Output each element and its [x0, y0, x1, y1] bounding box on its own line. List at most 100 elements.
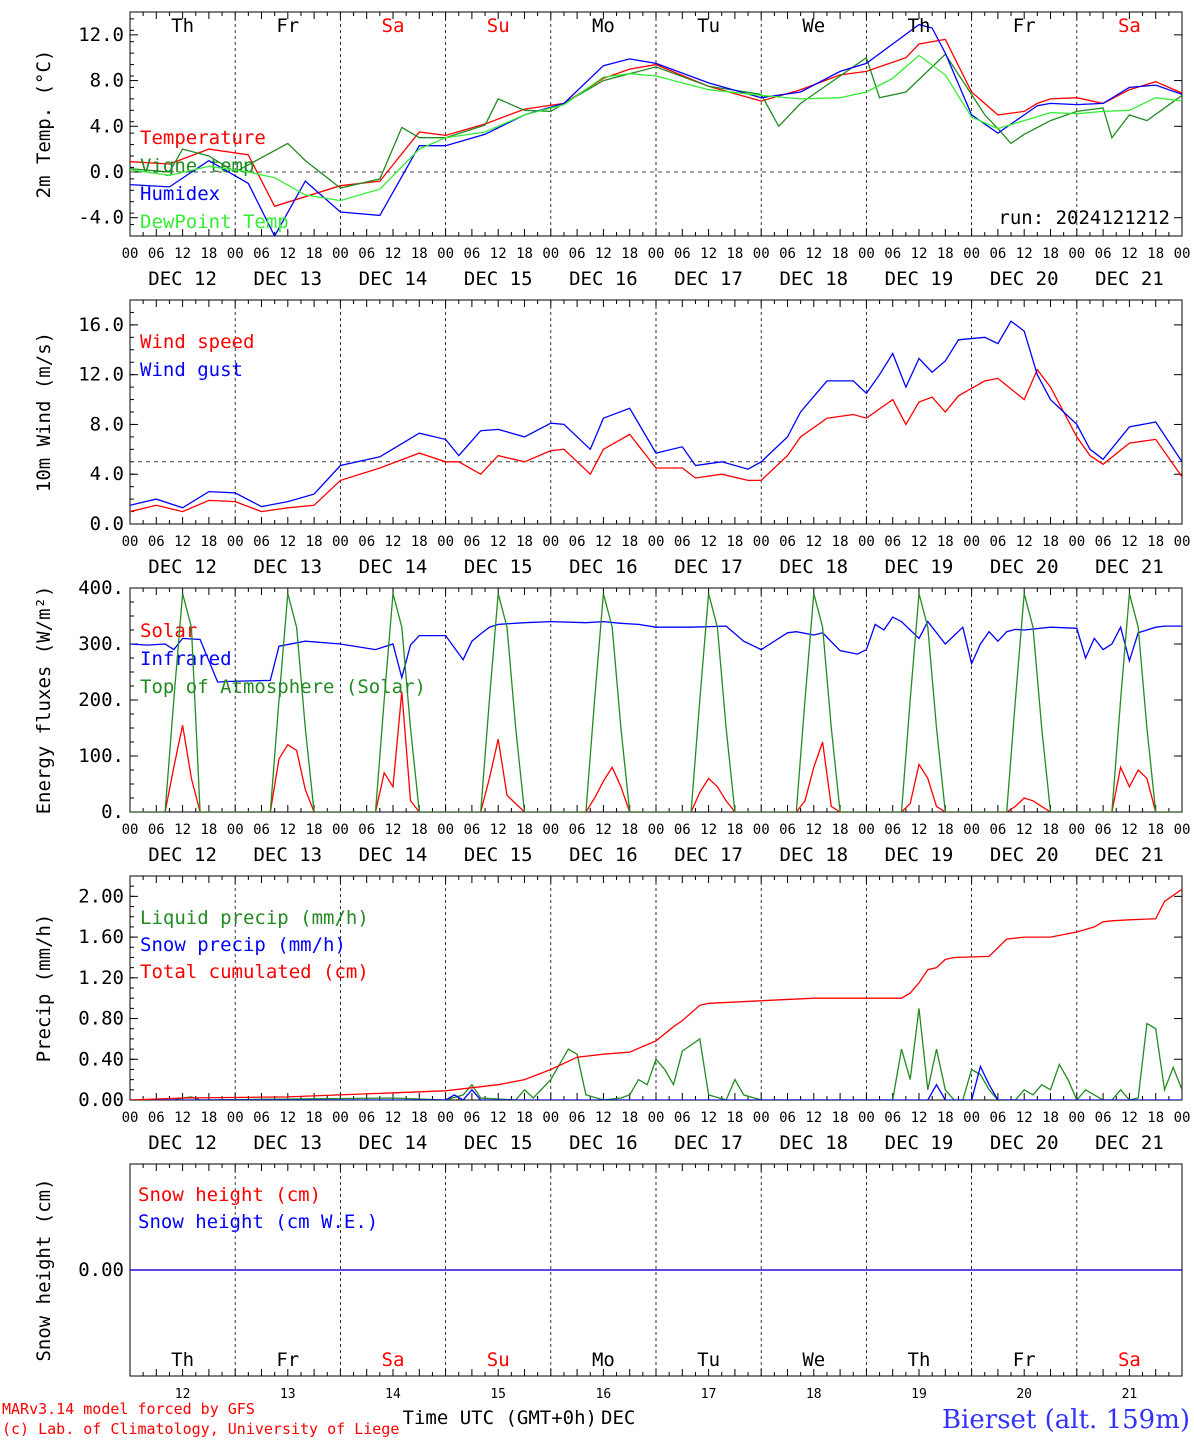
- day-number: 13: [280, 1387, 296, 1402]
- hour-label: 00: [1068, 1110, 1085, 1126]
- y-tick-label: 1.20: [78, 967, 124, 989]
- hour-label: 00: [542, 246, 559, 262]
- hour-label: 00: [1174, 534, 1191, 550]
- date-label: DEC 18: [779, 268, 848, 290]
- hour-label: 18: [1042, 1110, 1059, 1126]
- hour-label: 00: [648, 1110, 665, 1126]
- y-tick-label: 400.: [78, 577, 124, 599]
- hour-label: 12: [279, 534, 296, 550]
- hour-label: 06: [674, 246, 691, 262]
- hour-label: 12: [595, 822, 612, 838]
- day-number: 20: [1016, 1387, 1032, 1402]
- weekday-label: Sa: [1118, 15, 1141, 37]
- date-label: DEC 16: [569, 1132, 638, 1154]
- hour-label: 00: [1068, 534, 1085, 550]
- hour-label: 00: [963, 1110, 980, 1126]
- hour-label: 18: [200, 822, 217, 838]
- series-line-total-cumulated-cm-: [130, 888, 1182, 1100]
- hour-label: 18: [726, 822, 743, 838]
- hour-label: 00: [963, 246, 980, 262]
- hour-label: 06: [569, 1110, 586, 1126]
- hour-label: 00: [332, 822, 349, 838]
- hour-label: 06: [463, 246, 480, 262]
- hour-label: 00: [963, 534, 980, 550]
- legend-entry: Total cumulated (cm): [140, 961, 369, 983]
- hour-label: 12: [1016, 534, 1033, 550]
- y-tick-label: 4.0: [90, 463, 124, 485]
- hour-label: 18: [1042, 822, 1059, 838]
- hour-label: 06: [989, 246, 1006, 262]
- weekday-label: Sa: [382, 15, 405, 37]
- hour-label: 00: [122, 1110, 139, 1126]
- panel-4: 0.00 0.40 0.80 1.20 1.60 2.00 Precip (mm/h) Liq…: [33, 875, 1191, 1154]
- hour-label: 12: [279, 246, 296, 262]
- hour-label: 18: [516, 1110, 533, 1126]
- weekday-label: Fr: [1013, 1349, 1036, 1371]
- panel-2: 0.0 4.0 8.0 12.0 16.0 10m Wind (m/s) Wind spee…: [33, 299, 1191, 578]
- weekday-label: Fr: [1013, 15, 1036, 37]
- series-line-liquid-precip-mm-h-: [130, 1008, 1182, 1100]
- date-label: DEC 18: [779, 1132, 848, 1154]
- hour-label: 00: [753, 822, 770, 838]
- y-tick-label: 0.0: [90, 513, 124, 535]
- hour-label: 12: [174, 534, 191, 550]
- weekday-label: Th: [908, 1349, 931, 1371]
- date-label: DEC 15: [464, 268, 533, 290]
- date-label: DEC 19: [885, 556, 954, 578]
- y-axis-title: Snow height (cm): [33, 1178, 55, 1361]
- legend-entry: Humidex: [140, 183, 220, 205]
- hour-label: 18: [306, 822, 323, 838]
- y-tick-label: 200.: [78, 689, 124, 711]
- hour-label: 18: [832, 246, 849, 262]
- day-number: 17: [701, 1387, 717, 1402]
- hour-label: 06: [674, 534, 691, 550]
- y-tick-label: 12.0: [78, 364, 124, 386]
- hour-label: 12: [595, 1110, 612, 1126]
- hour-label: 00: [122, 822, 139, 838]
- hour-label: 18: [937, 246, 954, 262]
- date-label: DEC 21: [1095, 1132, 1164, 1154]
- hour-label: 18: [306, 246, 323, 262]
- hour-label: 12: [595, 534, 612, 550]
- hour-label: 06: [463, 822, 480, 838]
- hour-label: 12: [700, 246, 717, 262]
- hour-label: 12: [911, 534, 928, 550]
- date-label: DEC 13: [253, 268, 322, 290]
- legend-entry: DewPoint Temp: [140, 211, 289, 233]
- hour-label: 06: [1095, 246, 1112, 262]
- hour-label: 12: [1121, 246, 1138, 262]
- hour-label: 12: [174, 246, 191, 262]
- weekday-label: Tu: [697, 1349, 720, 1371]
- series-line-dewpoint-temp: [130, 54, 1182, 202]
- series-line-temperature: [130, 38, 1182, 208]
- date-label: DEC 16: [569, 268, 638, 290]
- hour-label: 12: [911, 1110, 928, 1126]
- hour-label: 18: [621, 1110, 638, 1126]
- hour-label: 00: [1068, 822, 1085, 838]
- weekday-label: Su: [487, 1349, 510, 1371]
- hour-label: 18: [832, 1110, 849, 1126]
- y-axis-title: 10m Wind (m/s): [33, 332, 55, 492]
- hour-label: 18: [411, 534, 428, 550]
- hour-label: 12: [1016, 1110, 1033, 1126]
- run-annotation: run: 2024121212: [998, 207, 1170, 229]
- hour-label: 00: [1174, 1110, 1191, 1126]
- hour-label: 06: [1095, 822, 1112, 838]
- day-number: 21: [1122, 1387, 1138, 1402]
- hour-label: 06: [884, 822, 901, 838]
- date-label: DEC 19: [885, 1132, 954, 1154]
- date-label: DEC 13: [253, 844, 322, 866]
- date-label: DEC 13: [253, 1132, 322, 1154]
- day-number: 15: [490, 1387, 506, 1402]
- series-line-snow-precip-mm-h-: [130, 1064, 1182, 1100]
- hour-label: 12: [805, 246, 822, 262]
- hour-label: 00: [332, 534, 349, 550]
- y-tick-label: 0.: [101, 801, 124, 823]
- hour-label: 18: [200, 1110, 217, 1126]
- y-tick-label: 8.0: [90, 70, 124, 92]
- hour-label: 18: [516, 534, 533, 550]
- date-label: DEC 17: [674, 556, 743, 578]
- y-tick-label: 0.0: [90, 161, 124, 183]
- hour-label: 00: [648, 534, 665, 550]
- legend-entry: Liquid precip (mm/h): [140, 907, 369, 929]
